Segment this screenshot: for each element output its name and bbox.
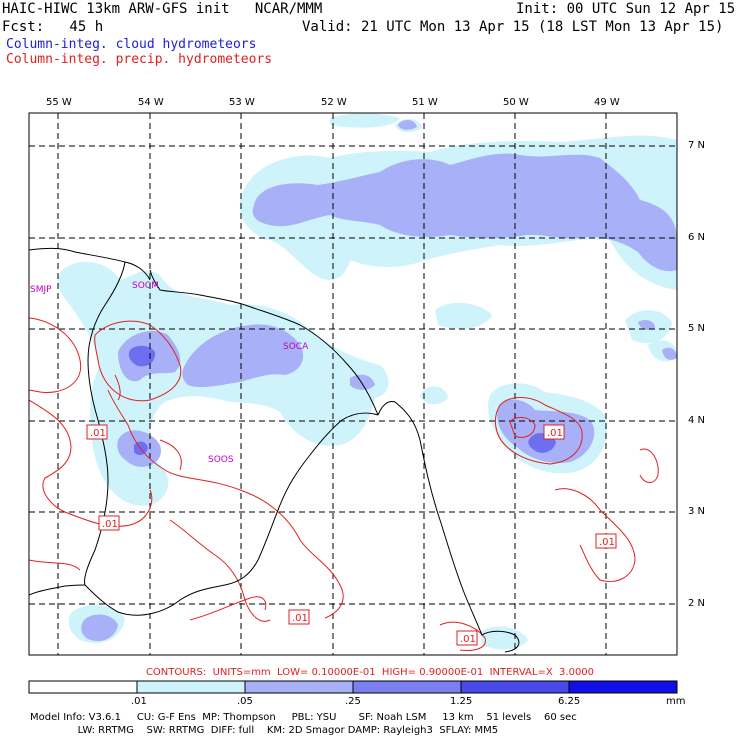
station-label-smjp: SMJP (30, 285, 52, 295)
cloud-shade-dark (128, 345, 556, 456)
model-info-line2: LW: RRTMG SW: RRTMG DIFF: full KM: 2D Sm… (30, 725, 499, 736)
station-label-socm: SOCM (132, 281, 159, 291)
contour-label: .01 (292, 613, 308, 624)
lat-label-3n: 3 N (688, 506, 706, 517)
field-cloud-label: Column-integ. cloud hydrometeors (6, 37, 257, 52)
station-label-soca: SOCA (283, 342, 309, 352)
contour-label-boxes (86, 424, 617, 646)
lon-label-50w: 50 W (503, 97, 529, 108)
contour-label: .01 (599, 537, 615, 548)
model-info-line1: Model Info: V3.6.1 CU: G-F Ens MP: Thomp… (30, 712, 577, 723)
contour-label: .01 (460, 634, 476, 645)
valid-time: Valid: 21 UTC Mon 13 Apr 15 (18 LST Mon … (302, 19, 724, 35)
lat-label-4n: 4 N (688, 415, 706, 426)
colorbar-tick: .05 (237, 696, 253, 707)
station-label-soos: SOOS (208, 455, 234, 465)
contours-info: CONTOURS: UNITS=mm LOW= 0.10000E-01 HIGH… (145, 667, 595, 678)
lon-label-55w: 55 W (46, 97, 72, 108)
lat-label-7n: 7 N (688, 140, 706, 151)
contour-label: .01 (90, 428, 106, 439)
lat-lon-grid (29, 113, 677, 655)
lon-label-51w: 51 W (412, 97, 438, 108)
colorbar (28, 680, 678, 694)
title-left: HAIC-HIWC 13km ARW-GFS init NCAR/MMM (2, 1, 323, 17)
lon-label-52w: 52 W (321, 97, 347, 108)
contour-label: .01 (547, 428, 563, 439)
lon-label-53w: 53 W (229, 97, 255, 108)
cloud-shade-medium (81, 119, 677, 642)
lon-label-49w: 49 W (594, 97, 620, 108)
lon-label-54w: 54 W (138, 97, 164, 108)
map-frame (28, 112, 678, 656)
colorbar-tick: 1.25 (450, 696, 473, 707)
colorbar-units: mm (666, 696, 686, 707)
precip-contours (29, 317, 659, 651)
field-precip-label: Column-integ. precip. hydrometeors (6, 52, 273, 67)
colorbar-tick: .01 (131, 696, 147, 707)
lat-label-5n: 5 N (688, 323, 706, 334)
coastline (29, 247, 520, 653)
forecast-hour: Fcst: 45 h (2, 19, 104, 35)
colorbar-tick: .25 (345, 696, 361, 707)
init-time: Init: 00 UTC Sun 12 Apr 15 (516, 1, 736, 17)
contour-label: .01 (102, 519, 118, 530)
colorbar-tick: 6.25 (558, 696, 581, 707)
lat-label-6n: 6 N (688, 232, 706, 243)
lat-label-2n: 2 N (688, 598, 706, 609)
